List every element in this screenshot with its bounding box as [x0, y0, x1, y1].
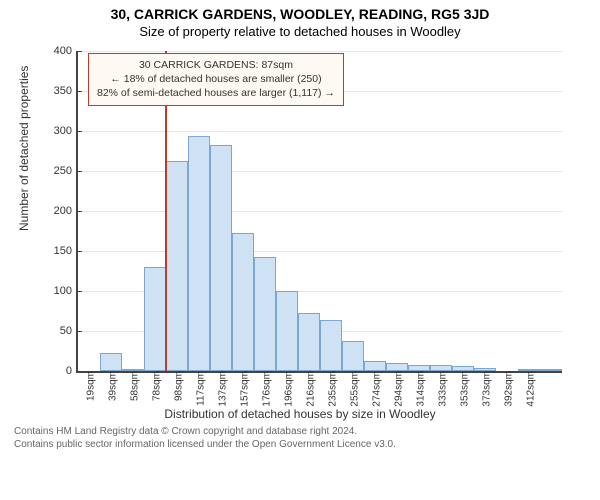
y-tick-label: 150: [54, 245, 78, 257]
x-tick-label: 216sqm: [302, 371, 317, 407]
x-axis-label: Distribution of detached houses by size …: [20, 407, 580, 421]
x-tick-label: 255sqm: [346, 371, 361, 407]
footer-line-1: Contains HM Land Registry data © Crown c…: [14, 425, 586, 438]
callout-line: ← 18% of detached houses are smaller (25…: [97, 72, 335, 86]
y-tick-label: 50: [60, 325, 78, 337]
gridline: [78, 211, 562, 212]
callout-box: 30 CARRICK GARDENS: 87sqm← 18% of detach…: [88, 53, 344, 106]
chart-subtitle: Size of property relative to detached ho…: [0, 22, 600, 41]
y-tick-label: 200: [54, 205, 78, 217]
y-tick-label: 300: [54, 125, 78, 137]
histogram-bar: [232, 233, 254, 371]
footer-line-2: Contains public sector information licen…: [14, 438, 586, 451]
x-tick-label: 294sqm: [390, 371, 405, 407]
x-tick-label: 137sqm: [214, 371, 229, 407]
histogram-bar: [386, 363, 408, 371]
gridline: [78, 251, 562, 252]
gridline: [78, 171, 562, 172]
histogram-bar: [166, 161, 188, 371]
x-tick-label: 78sqm: [148, 371, 163, 401]
footer-attribution: Contains HM Land Registry data © Crown c…: [0, 421, 600, 451]
callout-line: 30 CARRICK GARDENS: 87sqm: [97, 58, 335, 72]
y-axis-label: Number of detached properties: [17, 66, 31, 231]
x-tick-label: 117sqm: [192, 371, 207, 406]
histogram-bar: [210, 145, 232, 371]
x-tick-label: 373sqm: [478, 371, 493, 407]
x-tick-label: 314sqm: [412, 371, 427, 407]
callout-line: 82% of semi-detached houses are larger (…: [97, 86, 335, 100]
x-tick-label: 98sqm: [170, 371, 185, 401]
x-tick-label: 39sqm: [104, 371, 119, 401]
gridline: [78, 51, 562, 52]
x-tick-label: 412sqm: [522, 371, 537, 407]
histogram-bar: [100, 353, 122, 371]
gridline: [78, 131, 562, 132]
histogram-bar: [298, 313, 320, 371]
histogram-bar: [540, 369, 562, 371]
histogram-bar: [254, 257, 276, 371]
y-tick-label: 250: [54, 165, 78, 177]
x-tick-label: 235sqm: [324, 371, 339, 407]
x-tick-label: 333sqm: [434, 371, 449, 407]
x-tick-label: 274sqm: [368, 371, 383, 407]
x-tick-label: 196sqm: [280, 371, 295, 407]
histogram-bar: [276, 291, 298, 371]
histogram-bar: [144, 267, 166, 371]
histogram-bar: [188, 136, 210, 371]
histogram-bar: [364, 361, 386, 371]
histogram-bar: [342, 341, 364, 371]
y-tick-label: 350: [54, 85, 78, 97]
x-tick-label: 19sqm: [82, 371, 97, 401]
x-tick-label: 157sqm: [236, 371, 251, 407]
y-tick-label: 100: [54, 285, 78, 297]
y-tick-label: 0: [66, 365, 78, 377]
x-tick-label: 176sqm: [258, 371, 273, 407]
plot-area: 05010015020025030035040019sqm39sqm58sqm7…: [76, 51, 562, 373]
x-tick-label: 392sqm: [500, 371, 515, 407]
chart-container: Number of detached properties 0501001502…: [20, 41, 580, 421]
histogram-bar: [320, 320, 342, 371]
x-tick-label: 353sqm: [456, 371, 471, 407]
address-heading: 30, CARRICK GARDENS, WOODLEY, READING, R…: [0, 0, 600, 22]
y-tick-label: 400: [54, 45, 78, 57]
x-tick-label: 58sqm: [126, 371, 141, 401]
